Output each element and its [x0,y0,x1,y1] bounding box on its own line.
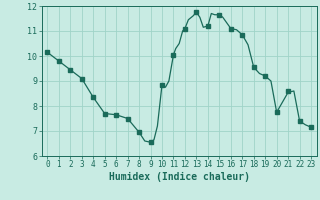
X-axis label: Humidex (Indice chaleur): Humidex (Indice chaleur) [109,172,250,182]
